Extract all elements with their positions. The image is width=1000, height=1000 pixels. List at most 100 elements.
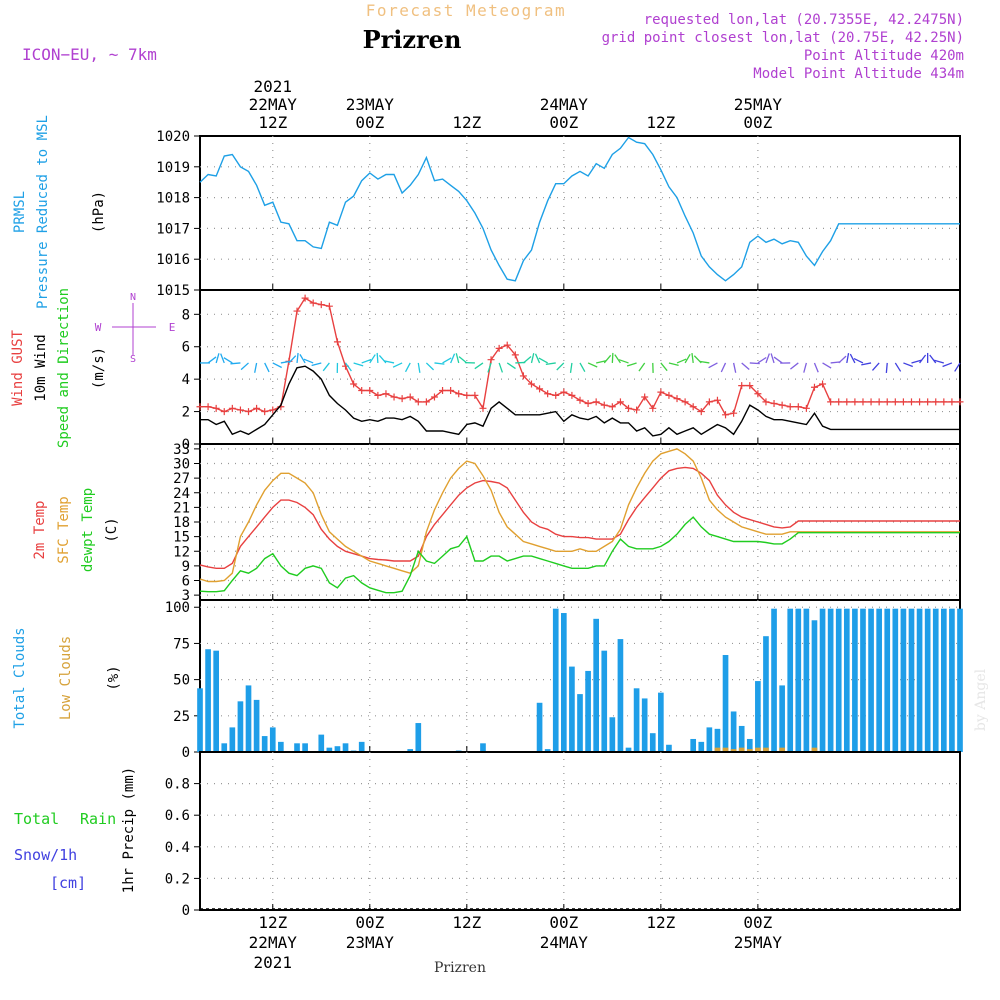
- panel-frame-wind: [199, 289, 961, 445]
- gust-marker: [317, 301, 325, 309]
- total-cloud-bar: [633, 688, 640, 752]
- wind-arrow: [303, 358, 314, 364]
- wind-arrow: [450, 353, 456, 364]
- total-cloud-bar: [714, 728, 721, 752]
- total-cloud-bar: [609, 717, 616, 752]
- ytick-label-wind: 6: [182, 340, 190, 356]
- total-cloud-bar: [544, 749, 551, 752]
- gust-marker: [552, 391, 560, 399]
- wind-arrow: [885, 362, 888, 373]
- gust-marker: [536, 385, 544, 393]
- wind-arrow: [699, 360, 710, 364]
- cloud-labels: Total Clouds Low Clouds (%): [12, 627, 122, 728]
- total-cloud-bar: [852, 608, 858, 752]
- ytick-label-pressure: 1019: [156, 160, 190, 176]
- wind-arrow: [498, 362, 504, 373]
- gust-marker: [697, 408, 705, 416]
- wind-arrow: [757, 356, 767, 364]
- gust-marker: [333, 338, 341, 346]
- total-cloud-bar: [278, 741, 284, 752]
- ytick-label-temperature: 27: [173, 471, 190, 487]
- wind-arrow: [911, 359, 922, 364]
- gust-marker: [204, 403, 212, 411]
- wind-arrow: [838, 355, 847, 364]
- gust-marker: [633, 406, 641, 414]
- time-label-top: 12Z: [646, 113, 675, 132]
- wind-arrow: [530, 353, 535, 364]
- gust-marker: [560, 388, 568, 396]
- ytick-label-temperature: 24: [173, 486, 190, 502]
- temp-unit: (C): [104, 517, 120, 542]
- wind-arrow: [534, 353, 541, 364]
- ytick-label-clouds: 25: [173, 709, 190, 725]
- gust-marker: [439, 387, 447, 395]
- wind-arrow: [919, 354, 927, 364]
- wind-arrow: [220, 353, 225, 364]
- wind-arrow: [813, 362, 819, 373]
- gust-marker: [463, 391, 471, 399]
- gust-marker: [956, 398, 964, 406]
- ytick-label-temperature: 15: [173, 530, 190, 546]
- wind-arrow: [417, 362, 421, 373]
- total-cloud-bar: [795, 608, 802, 752]
- gust-marker: [778, 401, 786, 409]
- gust-marker: [802, 404, 810, 412]
- total-cloud-bar: [601, 650, 608, 752]
- total-cloud-bar: [949, 608, 955, 752]
- wind-arrow: [404, 362, 411, 373]
- gust-marker: [907, 398, 915, 406]
- total-cloud-bar: [261, 736, 268, 752]
- gust-marker: [859, 398, 867, 406]
- panel-clouds: 0 25 50 75 100: [165, 599, 963, 761]
- chart-title: Forecast Meteogram: [366, 1, 566, 20]
- precip-label-total: Total: [14, 810, 59, 828]
- total-cloud-bar: [318, 734, 325, 752]
- low-cloud-bar: [763, 747, 769, 752]
- ytick-label-temperature: 12: [173, 544, 190, 560]
- gust-marker: [358, 387, 366, 395]
- precip-labels: Total Rain Snow/1h [cm] 1hr Precip (mm): [14, 767, 137, 893]
- wind-arrow: [538, 357, 548, 364]
- total-cloud-bar: [221, 743, 228, 752]
- panel-precipitation: 0 0.2 0.4 0.6 0.8: [165, 751, 961, 919]
- wind-arrow: [579, 362, 586, 373]
- location-title: Prizren: [363, 25, 462, 54]
- total-cloud-bar: [892, 608, 899, 752]
- panel-frame-pressure: [199, 135, 961, 291]
- time-label-top: 12Z: [258, 113, 287, 132]
- wind-arrow: [732, 362, 737, 373]
- total-cloud-bar: [722, 655, 729, 752]
- ytick-label-wind: 8: [182, 307, 190, 323]
- wind-arrow: [254, 362, 258, 373]
- wind-arrow: [853, 357, 864, 364]
- ytick-label-temperature: 33: [173, 442, 190, 458]
- wind-arrow: [223, 357, 233, 364]
- wind-arrow: [741, 362, 750, 370]
- total-cloud-bar: [803, 608, 810, 752]
- wind-arrow: [668, 362, 679, 366]
- wind-label-b: 10m Wind: [33, 334, 49, 401]
- gust-marker: [196, 403, 204, 411]
- gust-marker: [544, 390, 552, 398]
- gust-marker: [673, 395, 681, 403]
- wind-compass: N S W E: [95, 292, 176, 365]
- total-cloud-bar: [334, 746, 341, 752]
- total-cloud-bar: [755, 681, 761, 752]
- total-cloud-bar: [253, 699, 260, 752]
- gust-marker: [220, 408, 228, 416]
- gust-marker: [576, 396, 584, 404]
- low-cloud-bar: [738, 747, 745, 752]
- ytick-label-clouds: 75: [173, 636, 190, 652]
- ytick-label-clouds: 0: [182, 745, 190, 761]
- total-cloud-bar: [730, 711, 737, 752]
- wind-arrow: [638, 362, 646, 372]
- ytick-label-temperature: 9: [182, 559, 190, 575]
- gust-marker: [786, 403, 794, 411]
- wind-arrow: [215, 353, 220, 364]
- ytick-label-pressure: 1015: [156, 283, 190, 299]
- time-label-bottom: 23MAY: [346, 933, 395, 952]
- total-cloud-bar: [666, 744, 672, 752]
- ytick-label-temperature: 21: [173, 500, 190, 516]
- gust-marker: [471, 391, 479, 399]
- total-cloud-bar: [641, 698, 648, 752]
